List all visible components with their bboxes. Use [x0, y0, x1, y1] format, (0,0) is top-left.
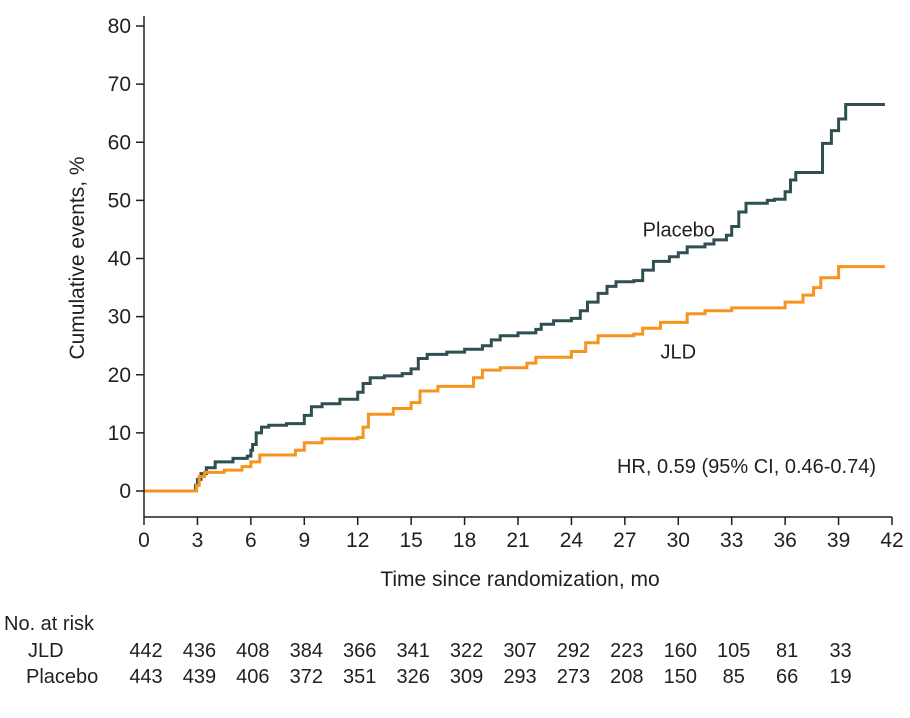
y-tick-label: 80: [108, 15, 131, 38]
x-tick-label: 42: [880, 529, 903, 552]
x-axis-ticks: 0 3 6 9 12 15 18 21 24 27 30 33 36 39 42: [138, 517, 904, 552]
risk-value: 408: [236, 640, 269, 662]
risk-value: 160: [664, 640, 697, 662]
y-tick-label: 30: [108, 306, 131, 329]
y-tick-label: 20: [108, 364, 131, 387]
risk-value: 326: [396, 666, 429, 688]
risk-value: 341: [396, 640, 429, 662]
x-tick-label: 21: [506, 529, 529, 552]
series-line-jld: [144, 265, 885, 493]
y-tick-label: 60: [108, 131, 131, 154]
x-tick-label: 9: [298, 529, 310, 552]
x-tick-label: 27: [613, 529, 636, 552]
x-tick-label: 3: [192, 529, 204, 552]
x-tick-label: 0: [138, 529, 150, 552]
x-tick-label: 30: [667, 529, 690, 552]
risk-value: 273: [557, 666, 590, 688]
risk-value: 81: [776, 640, 798, 662]
y-tick-label: 50: [108, 189, 131, 212]
x-tick-label: 39: [827, 529, 850, 552]
x-tick-label: 15: [399, 529, 422, 552]
plot-lines: [144, 103, 885, 493]
x-tick-label: 12: [346, 529, 369, 552]
series-line-placebo: [144, 103, 885, 493]
risk-row-label: Placebo: [26, 666, 98, 688]
y-tick-label: 0: [119, 480, 131, 503]
risk-value: 309: [450, 666, 483, 688]
risk-value: 384: [290, 640, 323, 662]
risk-table-title: No. at risk: [4, 613, 95, 635]
risk-value: 439: [183, 666, 216, 688]
x-tick-label: 24: [560, 529, 584, 552]
hazard-ratio-annotation: HR, 0.59 (95% CI, 0.46-0.74): [617, 456, 876, 478]
x-tick-label: 6: [245, 529, 257, 552]
x-tick-label: 18: [453, 529, 476, 552]
risk-value: 322: [450, 640, 483, 662]
risk-value: 223: [610, 640, 643, 662]
risk-value: 292: [557, 640, 590, 662]
y-axis-title: Cumulative events, %: [66, 156, 89, 359]
risk-value: 85: [723, 666, 745, 688]
y-axis-ticks: 0 10 20 30 40 50 60 70 80: [108, 15, 144, 503]
series-label-placebo: Placebo: [643, 219, 715, 241]
risk-row-label: JLD: [28, 640, 64, 662]
risk-value: 366: [343, 640, 376, 662]
risk-value: 150: [664, 666, 697, 688]
y-tick-label: 70: [108, 73, 131, 96]
risk-value: 442: [129, 640, 162, 662]
risk-value: 66: [776, 666, 798, 688]
x-axis-title: Time since randomization, mo: [380, 568, 659, 591]
risk-value: 372: [290, 666, 323, 688]
x-tick-label: 36: [773, 529, 796, 552]
risk-value: 19: [829, 666, 851, 688]
risk-value: 351: [343, 666, 376, 688]
risk-value: 307: [503, 640, 536, 662]
y-tick-label: 10: [108, 422, 131, 445]
risk-table: JLD 442 436 408 384 366 341 322 307 292 223 160 105 8…: [26, 640, 852, 688]
risk-value: 293: [503, 666, 536, 688]
y-tick-label: 40: [108, 248, 131, 271]
risk-value: 436: [183, 640, 216, 662]
series-label-jld: JLD: [660, 342, 696, 364]
risk-value: 33: [829, 640, 851, 662]
risk-value: 208: [610, 666, 643, 688]
risk-value: 406: [236, 666, 269, 688]
risk-value: 443: [129, 666, 162, 688]
series-labels: Placebo JLD: [643, 219, 715, 363]
risk-value: 105: [717, 640, 750, 662]
x-tick-label: 33: [720, 529, 743, 552]
